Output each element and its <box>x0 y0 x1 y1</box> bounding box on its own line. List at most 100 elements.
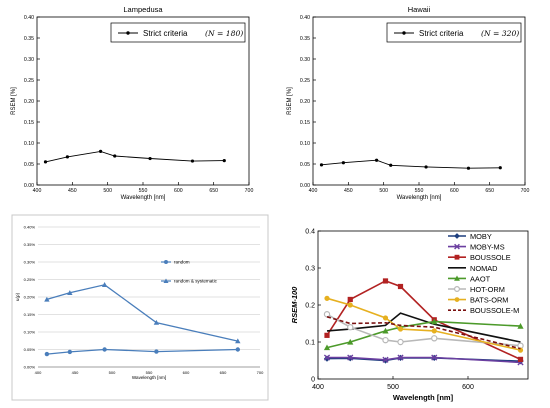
chart-3-legend-label: MOBY <box>470 232 492 241</box>
chart-3-y-tick-label: 0 <box>311 376 315 383</box>
chart-1-title: Hawaii <box>408 5 431 14</box>
chart-2-series-1-point <box>101 282 108 287</box>
chart-2-series-0-point <box>67 349 73 355</box>
chart-0-y-tick-label: 0.20 <box>24 99 34 105</box>
chart-3-legend-label: MOBY-MS <box>470 243 505 252</box>
chart-3-legend-marker <box>454 275 460 281</box>
chart-3-series-4-point <box>382 327 389 334</box>
chart-1-y-tick-label: 0.00 <box>300 183 310 189</box>
chart-3-series-5-point <box>397 338 404 346</box>
chart-2-series-1-point <box>235 338 241 344</box>
chart-3-legend-marker <box>454 297 460 302</box>
chart-0-x-tick-label: 500 <box>103 188 112 194</box>
chart-0-y-tick-label: 0.15 <box>24 120 34 126</box>
chart-1-series-0-line <box>321 159 501 169</box>
chart-1-y-tick-label: 0.40 <box>300 15 310 21</box>
chart-1-x-tick-label: 500 <box>379 188 388 194</box>
chart-3-legend-label: BATS-ORM <box>470 296 508 305</box>
chart-2-x-axis-label: Wavelength [nm] <box>132 375 166 380</box>
chart-3-x-tick-label: 600 <box>462 384 474 391</box>
chart-1-x-tick-label: 600 <box>450 188 459 194</box>
chart-3-series-4-point <box>347 338 354 345</box>
chart-1-x-tick-label: 550 <box>415 188 424 194</box>
chart-0-series-0-point <box>148 156 152 161</box>
chart-2-series-1-point <box>153 319 160 325</box>
chart-3-series-4-line <box>326 320 521 349</box>
chart-3-series-4-point <box>431 318 438 325</box>
chart-2-y-tick-label: 0.30% <box>24 259 36 264</box>
chart-0-y-tick-label: 0.30 <box>24 57 34 63</box>
chart-0-x-axis-label: Wavelength [nm] <box>121 195 166 201</box>
chart-0-x-tick-label: 600 <box>174 188 183 194</box>
chart-2-legend-marker <box>164 260 168 264</box>
chart-0-y-tick-label: 0.40 <box>24 15 34 21</box>
chart-3-series-3-line <box>326 312 521 343</box>
chart-3-series-6-point <box>431 328 437 334</box>
chart-1-series-0-point <box>466 166 471 170</box>
chart-1-y-tick-label: 0.15 <box>300 120 310 126</box>
chart-3-series-0-point <box>323 355 331 362</box>
chart-2-y-tick-label: 0.25% <box>24 277 36 282</box>
chart-2-x-tick-label: 600 <box>183 370 190 375</box>
chart-0-series-0-line <box>45 150 225 163</box>
chart-0-y-tick-label: 0.25 <box>24 78 34 84</box>
chart-2-x-tick-label: 650 <box>220 370 227 375</box>
chart-2-y-tick-label: 0.40% <box>24 224 36 229</box>
chart-3-x-tick-label: 400 <box>312 384 324 391</box>
chart-3-y-tick-label: 0.3 <box>305 265 315 272</box>
chart-1-y-tick-label: 0.25 <box>300 78 310 84</box>
chart-2-legend-label: random & systematic <box>174 279 218 284</box>
chart-2-y-tick-label: 0.20% <box>24 294 36 299</box>
chart-3-series-1-point <box>323 354 331 361</box>
chart-1-legend-suffix: (N = 320) <box>481 29 519 38</box>
chart-3-series-2-point <box>324 332 330 338</box>
chart-0-y-tick-label: 0.10 <box>24 141 34 147</box>
chart-2-x-tick-label: 500 <box>109 370 116 375</box>
chart-3-y-tick-label: 0.2 <box>305 302 315 309</box>
panel-c-frame <box>11 214 269 401</box>
chart-0-series-0-point <box>190 159 195 163</box>
chart-2-y-axis-label: u(ρ) <box>15 292 20 301</box>
chart-3-x-axis-label: Wavelength [nm] <box>393 393 454 402</box>
chart-0-y-tick-label: 0.35 <box>24 36 34 42</box>
chart-0-legend-label: Strict criteria <box>143 29 188 38</box>
chart-1-series-0-point <box>375 158 379 162</box>
chart-1-series-0-point <box>389 163 393 167</box>
chart-3-series-5-point <box>347 324 354 331</box>
chart-0-series-0-point <box>222 159 226 163</box>
chart-3-legend-marker <box>454 243 460 250</box>
chart-3-series-6-point <box>397 326 404 332</box>
chart-2-series-0-point <box>235 347 240 352</box>
chart-2-x-tick-label: 450 <box>72 370 79 375</box>
chart-3-series-5-line <box>326 313 521 347</box>
chart-2-series-1-point <box>67 290 73 295</box>
chart-2-series-0-point <box>44 351 50 357</box>
chart-1-legend-label: Strict criteria <box>419 29 464 38</box>
chart-3-y-axis-label: RSEM-100 <box>290 286 299 324</box>
chart-0-x-tick-label: 400 <box>33 188 42 194</box>
chart-2-y-tick-label: 0.00% <box>24 364 36 369</box>
chart-2-x-tick-label: 700 <box>257 370 264 375</box>
chart-1-x-axis-label: Wavelength [nm] <box>397 195 442 201</box>
chart-3-legend-label: BOUSSOLE <box>470 253 511 262</box>
chart-0-x-tick-label: 700 <box>245 188 254 194</box>
chart-3-series-6-point <box>347 302 353 308</box>
chart-0-series-0-point <box>43 160 48 164</box>
chart-2-y-tick-label: 0.15% <box>24 312 36 317</box>
chart-2-legend-label: random <box>174 260 190 265</box>
chart-3-legend-label: BOUSSOLE-M <box>470 306 519 315</box>
chart-1-y-tick-label: 0.30 <box>300 57 310 63</box>
chart-2-series-0-point <box>102 347 107 352</box>
chart-3-series-1-line <box>327 356 521 364</box>
chart-1-x-tick-label: 400 <box>309 188 318 194</box>
chart-2-y-tick-label: 0.05% <box>24 347 36 352</box>
chart-1-x-tick-label: 700 <box>521 188 530 194</box>
chart-3-y-tick-label: 0.4 <box>305 228 315 235</box>
chart-3-series-6-point <box>382 315 389 321</box>
chart-2-series-1-point <box>44 296 50 302</box>
chart-0-x-tick-label: 550 <box>139 188 148 194</box>
chart-3-y-tick-label: 0.1 <box>305 339 315 346</box>
chart-3-series-2-point <box>382 278 389 284</box>
chart-3-series-2-point <box>347 296 353 303</box>
chart-3-legend-label: NOMAD <box>470 264 498 273</box>
